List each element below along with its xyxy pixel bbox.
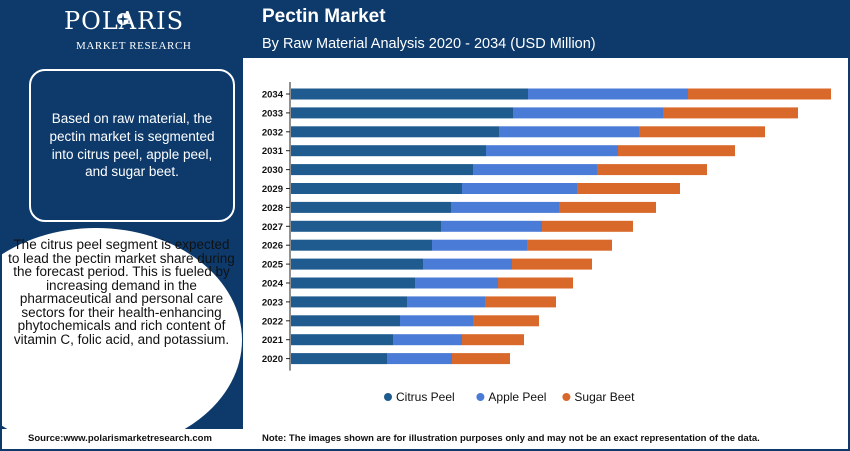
bar-sugar-beet [462,334,524,346]
y-tick-label: 2022 [262,316,283,327]
bar-citrus-peel [291,353,387,365]
bar-apple-peel [451,201,559,213]
bar-sugar-beet [498,277,573,289]
y-tick-label: 2034 [262,90,284,101]
y-tick-label: 2023 [262,297,283,308]
bar-apple-peel [499,126,639,138]
bar-apple-peel [441,220,542,232]
y-tick-label: 2025 [262,260,284,271]
bar-sugar-beet [688,88,831,100]
y-tick-label: 2021 [262,335,284,346]
bar-sugar-beet [527,239,612,251]
bar-apple-peel [462,183,577,194]
bar-apple-peel [400,315,473,327]
logo-tagline: MARKET RESEARCH [76,40,192,52]
bar-apple-peel [473,164,597,176]
bar-citrus-peel [291,277,415,289]
y-tick-label: 2028 [262,203,283,214]
raw-material-box: Based on raw material, the pectin market… [29,69,235,222]
bar-apple-peel [486,145,618,157]
bar-citrus-peel [291,201,451,213]
bar-sugar-beet [663,107,798,119]
bar-citrus-peel [291,258,423,270]
bar-apple-peel [415,277,498,289]
bar-apple-peel [423,258,512,270]
bar-sugar-beet [618,145,735,157]
bar-citrus-peel [291,220,441,232]
header-band [243,2,848,58]
info-circle-text: The citrus peel segment is expected to l… [8,237,235,347]
y-tick-label: 2024 [262,279,284,290]
chart-title: Pectin Market [262,6,386,27]
bar-apple-peel [513,107,663,119]
bar-citrus-peel [291,164,473,176]
legend-marker [384,393,392,401]
bar-sugar-beet [639,126,765,138]
y-tick-label: 2030 [262,165,283,176]
bar-citrus-peel [291,107,513,119]
legend-label: Apple Peel [488,390,546,404]
bar-sugar-beet [473,315,539,327]
bar-apple-peel [387,353,452,365]
legend-label: Citrus Peel [396,390,455,404]
bar-citrus-peel [291,315,400,327]
note-text: Note: The images shown are for illustrat… [262,433,760,444]
bar-sugar-beet [512,258,592,270]
bar-citrus-peel [291,296,407,308]
footer [2,429,848,449]
bar-apple-peel [393,334,462,346]
bar-citrus-peel [291,88,528,100]
bar-apple-peel [528,88,688,100]
y-tick-label: 2026 [262,241,283,252]
legend-label: Sugar Beet [574,390,635,404]
y-tick-label: 2029 [262,184,283,195]
legend-marker [562,393,571,401]
bar-citrus-peel [291,183,462,194]
chart-subtitle: By Raw Material Analysis 2020 - 2034 (US… [262,36,596,52]
y-tick-label: 2033 [262,108,283,119]
bar-citrus-peel [291,239,432,251]
bar-apple-peel [407,296,485,308]
source-text: Source:www.polarismarketresearch.com [28,433,212,444]
bar-sugar-beet [559,201,656,213]
polaris-star-icon [117,13,129,25]
raw-material-text: Based on raw material, the pectin market… [49,111,215,180]
bar-citrus-peel [291,145,486,157]
bar-apple-peel [432,239,527,251]
bar-sugar-beet [542,220,633,232]
y-tick-label: 2031 [262,146,284,157]
bar-citrus-peel [291,334,393,346]
bar-sugar-beet [597,164,707,176]
bar-sugar-beet [452,353,510,365]
bar-sugar-beet [577,183,680,194]
left-panel: POLARIS MARKET RESEARCH Based on raw mat… [2,2,243,429]
legend-marker [476,393,485,401]
stacked-bar-chart: 2034 2033 2032 2031 2030 2029 2028 2027 2026 2025… [262,82,831,404]
bar-sugar-beet [485,296,556,308]
y-tick-label: 2032 [262,127,283,138]
y-tick-label: 2020 [262,354,283,365]
bar-citrus-peel [291,126,499,138]
y-tick-label: 2027 [262,222,283,233]
